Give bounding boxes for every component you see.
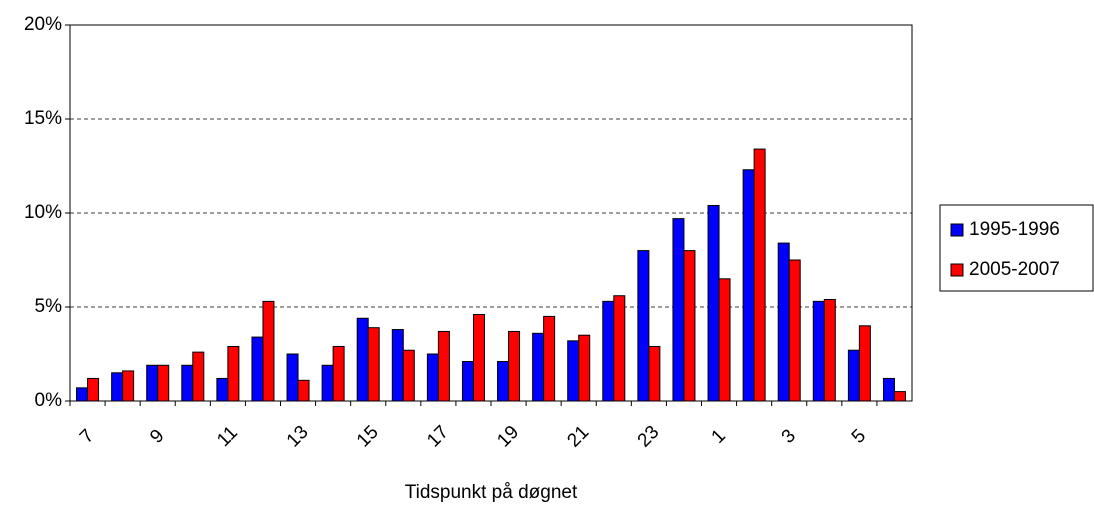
x-tick-label: 5 [848,425,870,447]
bar [602,300,615,402]
x-tick-label: 17 [423,422,453,452]
bar [426,353,439,402]
bar [461,361,474,402]
bar [893,391,906,402]
bar [402,349,415,402]
bar [122,370,135,402]
y-tick-label: 5% [35,296,63,317]
bar [637,250,650,402]
legend-label: 1995-1996 [969,219,1060,240]
bar [321,364,334,402]
bar [437,330,450,402]
bar [858,325,871,402]
bar [332,345,345,402]
bar [543,315,556,402]
bar [847,349,860,402]
bar [742,169,755,402]
legend-swatch [950,223,964,237]
y-tick-label: 0% [35,390,63,411]
x-tick-label: 19 [493,422,523,452]
bar [181,364,194,402]
bar [788,259,801,402]
x-tick-label: 9 [146,425,168,447]
x-tick-label: 7 [76,425,98,447]
x-tick-label: 11 [213,422,242,451]
x-tick-label: 13 [283,422,313,452]
y-tick-label: 20% [24,14,62,35]
bar [216,377,229,402]
bar [356,317,369,402]
bar [251,336,264,402]
y-tick-label: 15% [24,108,62,129]
x-tick-label: 1 [708,425,730,447]
bar [472,314,485,402]
bar [227,345,240,402]
bar [297,379,310,402]
bar [157,364,170,402]
legend-swatch [950,263,964,277]
bar [613,295,626,402]
bar [707,204,720,402]
bar [823,298,836,402]
bar [777,242,790,402]
bar [391,329,404,402]
x-tick-label: 21 [563,422,593,452]
bar [146,364,159,402]
bar [508,330,521,402]
bar [882,377,895,402]
bar [111,372,124,402]
bar [567,340,580,402]
x-tick-label: 23 [634,422,664,452]
legend-label: 2005-2007 [969,259,1060,280]
bar [367,327,380,402]
bar [578,334,591,402]
x-tick-label: 3 [778,425,800,447]
bar [192,351,205,402]
bar [812,300,825,402]
bar [683,250,696,402]
x-axis-label: Tidspunkt på døgnet [405,482,578,503]
bar [718,278,731,402]
bar [672,218,685,402]
legend-box [939,204,1094,292]
y-tick-label: 10% [24,202,62,223]
bar [648,345,661,402]
bar [262,300,275,402]
bar [76,387,89,402]
bar [286,353,299,402]
bar [753,148,766,402]
bar [87,377,100,402]
bar [532,332,545,402]
x-tick-label: 15 [353,422,383,452]
bar [497,361,510,402]
